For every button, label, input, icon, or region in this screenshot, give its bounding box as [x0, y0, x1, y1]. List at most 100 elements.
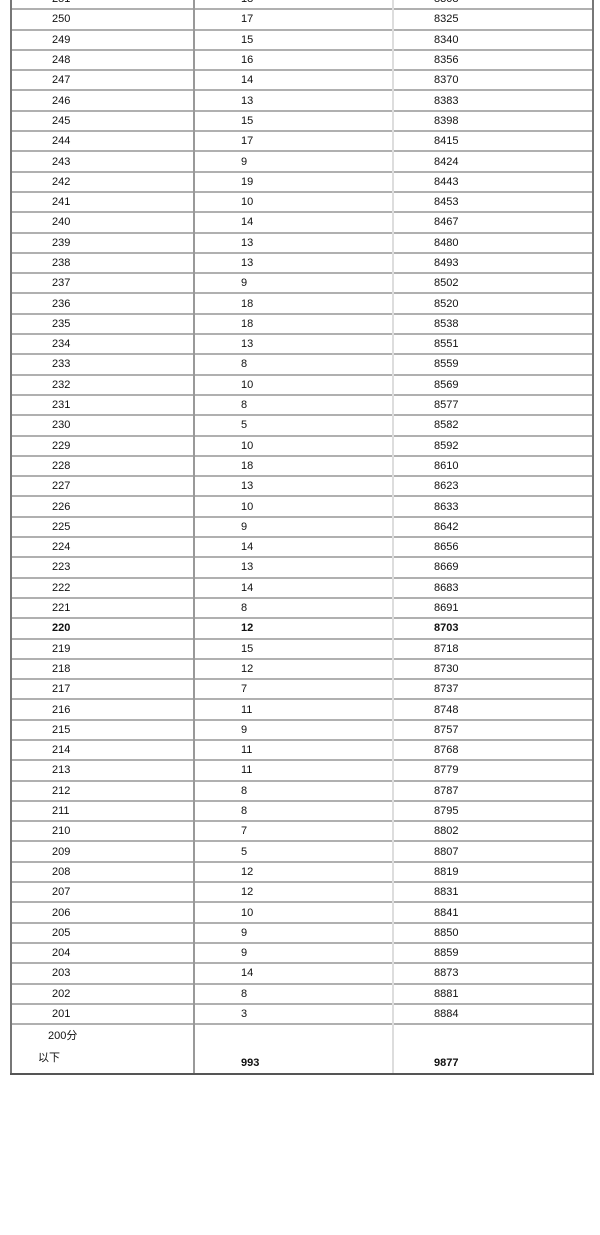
table-row: 206 10 8841 [10, 901, 594, 924]
count-cell: 7 [193, 820, 394, 842]
score-label-line1: 200分 [48, 1030, 78, 1043]
score-cell: 220 [10, 617, 195, 640]
score-cell: 215 [10, 718, 195, 741]
count-cell: 9 [193, 941, 394, 964]
table-row: 233 8 8559 [10, 353, 594, 376]
cumulative-cell: 8424 [392, 150, 594, 173]
table-body: 2511883082501783252491583402481683562471… [10, 0, 594, 1025]
table-row: 201 3 8884 [10, 1002, 594, 1025]
table-row: 220 12 8703 [10, 617, 594, 640]
count-cell: 12 [193, 657, 394, 680]
count-cell: 16 [193, 48, 394, 71]
count-cell: 13 [193, 231, 394, 254]
score-cell: 218 [10, 657, 195, 680]
score-cell: 241 [10, 190, 195, 213]
cumulative-cell: 8383 [392, 89, 594, 112]
table-row: 247 14 8370 [10, 69, 594, 91]
count-cell: 9 [193, 150, 394, 173]
score-cell: 232 [10, 373, 195, 396]
score-cell: 207 [10, 881, 195, 903]
table-row: 234 13 8551 [10, 333, 594, 355]
cumulative-cell: 8415 [392, 130, 594, 152]
count-cell: 8 [193, 353, 394, 376]
table-row-below-200: 200分 以下 993 9877 [10, 1023, 594, 1076]
count-cell: 11 [193, 759, 394, 782]
count-cell: 11 [193, 698, 394, 721]
score-cell: 209 [10, 840, 195, 863]
table-row: 246 13 8383 [10, 89, 594, 112]
count-cell: 19 [193, 170, 394, 193]
table-row: 204 9 8859 [10, 941, 594, 964]
table-row: 221 8 8691 [10, 596, 594, 619]
cumulative-cell: 8356 [392, 48, 594, 71]
count-cell: 8 [193, 982, 394, 1005]
table-row: 223 13 8669 [10, 556, 594, 579]
count-cell: 3 [193, 1002, 394, 1025]
count-cell: 9 [193, 272, 394, 294]
score-cell: 243 [10, 150, 195, 173]
score-cell: 219 [10, 637, 195, 660]
cumulative-cell: 8787 [392, 779, 594, 802]
cumulative-cell: 8884 [392, 1002, 594, 1025]
cumulative-cell: 8737 [392, 678, 594, 700]
cumulative-cell: 8691 [392, 596, 594, 619]
count-cell: 14 [193, 211, 394, 234]
table-row: 224 14 8656 [10, 536, 594, 558]
count-cell: 13 [193, 556, 394, 579]
score-cell: 229 [10, 434, 195, 457]
score-cell: 237 [10, 272, 195, 294]
cumulative-cell: 8480 [392, 231, 594, 254]
cumulative-cell: 8551 [392, 333, 594, 355]
cumulative-cell: 8370 [392, 69, 594, 91]
count-cell: 14 [193, 576, 394, 599]
cumulative-cell: 8841 [392, 901, 594, 924]
table-row: 235 18 8538 [10, 312, 594, 335]
score-cell: 210 [10, 820, 195, 842]
table-row: 211 8 8795 [10, 799, 594, 822]
count-cell: 15 [193, 28, 394, 51]
cumulative-cell: 8308 [392, 0, 594, 10]
cumulative-cell: 8757 [392, 718, 594, 741]
cumulative-cell: 8582 [392, 414, 594, 437]
cumulative-cell: 8859 [392, 941, 594, 964]
score-cell: 201 [10, 1002, 195, 1025]
score-cell: 233 [10, 353, 195, 376]
count-cell: 12 [193, 881, 394, 903]
count-cell: 13 [193, 89, 394, 112]
table-row: 219 15 8718 [10, 637, 594, 660]
table-row: 210 7 8802 [10, 820, 594, 842]
cumulative-cell: 8559 [392, 353, 594, 376]
cumulative-cell: 8831 [392, 881, 594, 903]
cumulative-cell: 8340 [392, 28, 594, 51]
count-cell: 12 [193, 617, 394, 640]
score-cell: 205 [10, 921, 195, 944]
table-row: 227 13 8623 [10, 475, 594, 497]
cumulative-cell: 8881 [392, 982, 594, 1005]
score-cell: 202 [10, 982, 195, 1005]
score-cell: 247 [10, 69, 195, 91]
cumulative-cell: 8802 [392, 820, 594, 842]
score-cell: 226 [10, 495, 195, 518]
table-row: 209 5 8807 [10, 840, 594, 863]
count-cell: 993 [193, 1023, 394, 1076]
count-cell: 9 [193, 921, 394, 944]
cumulative-cell: 8325 [392, 8, 594, 31]
cumulative-cell: 8538 [392, 312, 594, 335]
score-distribution-table-wrapper: 2511883082501783252491583402481683562471… [10, 0, 594, 1076]
cumulative-cell: 8795 [392, 799, 594, 822]
count-cell: 18 [193, 312, 394, 335]
cumulative-cell: 8819 [392, 860, 594, 883]
table-row: 214 11 8768 [10, 738, 594, 761]
count-cell: 8 [193, 799, 394, 822]
score-cell: 248 [10, 48, 195, 71]
cumulative-cell: 8398 [392, 109, 594, 132]
table-row: 249 15 8340 [10, 28, 594, 51]
table-row: 218 12 8730 [10, 657, 594, 680]
score-cell: 225 [10, 515, 195, 538]
score-distribution-table: 2511883082501783252491583402481683562471… [10, 0, 594, 1076]
table-row: 232 10 8569 [10, 373, 594, 396]
table-row: 229 10 8592 [10, 434, 594, 457]
table-row: 203 14 8873 [10, 962, 594, 985]
table-row: 242 19 8443 [10, 170, 594, 193]
score-cell: 238 [10, 251, 195, 274]
